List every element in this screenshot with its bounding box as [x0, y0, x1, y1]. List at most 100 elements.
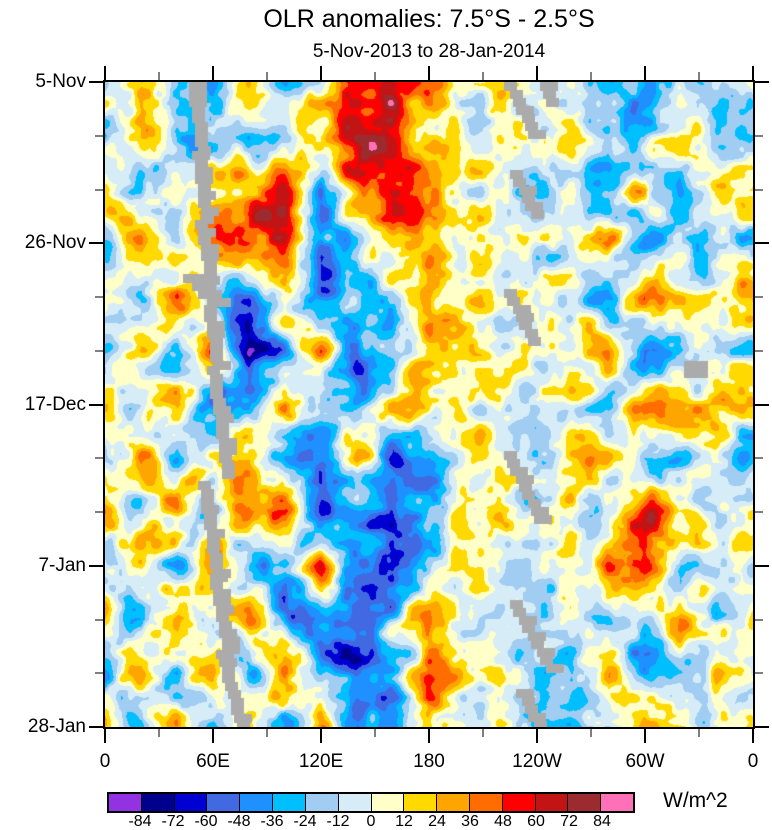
y-minor-tick-right	[755, 511, 763, 513]
y-major-tick	[89, 403, 103, 406]
x-tick-label: 60E	[196, 751, 230, 772]
colorbar-segment	[600, 794, 633, 811]
y-major-tick	[89, 726, 103, 728]
colorbar-tick-label: -36	[260, 813, 284, 830]
x-minor-tick	[698, 729, 700, 737]
x-major-tick-top	[104, 66, 106, 80]
colorbar-segment	[206, 794, 240, 811]
colorbar-tick-label: -24	[293, 813, 317, 830]
x-major-tick	[212, 729, 214, 743]
y-minor-tick	[95, 672, 103, 675]
colorbar-tick-label: -84	[128, 813, 152, 830]
y-minor-tick-right	[755, 349, 763, 352]
y-minor-tick-right	[755, 457, 763, 460]
x-major-tick	[320, 729, 322, 743]
x-minor-tick-top	[374, 72, 376, 80]
colorbar-segment	[501, 794, 535, 811]
x-minor-tick	[374, 729, 376, 737]
y-tick-label: 26-Nov	[24, 232, 86, 254]
y-minor-tick	[95, 188, 103, 191]
y-minor-tick	[95, 457, 103, 460]
y-major-tick-right	[755, 81, 769, 83]
x-tick-label: 0	[99, 751, 111, 772]
chart-title: OLR anomalies: 7.5°S - 2.5°S	[263, 5, 595, 33]
colorbar-segment	[304, 794, 338, 811]
colorbar-tick-label: -48	[227, 813, 251, 830]
colorbar-segment	[468, 794, 502, 811]
x-major-tick-top	[320, 66, 322, 80]
x-major-tick-top	[536, 66, 538, 80]
x-tick-label: 120W	[512, 751, 562, 772]
y-minor-tick	[95, 511, 103, 513]
y-tick-label: 5-Nov	[35, 71, 86, 92]
x-minor-tick-top	[266, 72, 268, 80]
y-tick-label: 28-Jan	[27, 716, 86, 737]
x-major-tick	[536, 729, 538, 743]
x-major-tick-top	[428, 66, 430, 80]
colorbar-segment	[109, 794, 141, 811]
colorbar-segment	[272, 794, 305, 811]
y-major-tick	[89, 81, 103, 83]
colorbar-tick-label: 60	[527, 813, 545, 830]
colorbar-tick-label: 48	[494, 813, 512, 830]
y-major-tick	[89, 242, 103, 245]
colorbar-tick-label: 0	[366, 813, 376, 830]
y-major-tick-right	[755, 403, 769, 406]
x-tick-label: 60W	[625, 751, 665, 772]
colorbar	[107, 792, 635, 813]
colorbar-segment	[436, 794, 469, 811]
colorbar-segment	[567, 794, 601, 811]
y-major-tick-right	[755, 564, 769, 567]
x-major-tick	[752, 729, 754, 743]
y-minor-tick-right	[755, 672, 763, 675]
colorbar-segment	[403, 794, 437, 811]
colorbar-tick-label: -60	[194, 813, 218, 830]
x-minor-tick	[482, 729, 484, 737]
y-major-tick	[89, 564, 103, 567]
y-minor-tick-right	[755, 296, 763, 298]
colorbar-units-label: W/m^2	[663, 789, 728, 812]
y-minor-tick-right	[755, 188, 763, 191]
chart-subtitle: 5-Nov-2013 to 28-Jan-2014	[312, 41, 546, 62]
y-minor-tick-right	[755, 134, 763, 137]
colorbar-tick-label: 36	[461, 813, 479, 830]
y-tick-label: 17-Dec	[24, 393, 86, 415]
colorbar-tick-label: -72	[161, 813, 185, 830]
y-minor-tick	[95, 296, 103, 298]
colorbar-segment	[534, 794, 568, 811]
y-minor-tick-right	[755, 618, 763, 621]
colorbar-segment	[337, 794, 371, 811]
x-minor-tick-top	[698, 72, 700, 80]
y-minor-tick	[95, 618, 103, 621]
heatmap-canvas	[105, 82, 753, 727]
x-minor-tick-top	[590, 72, 592, 80]
x-tick-label: 120E	[298, 751, 344, 772]
x-major-tick-top	[644, 66, 646, 80]
colorbar-segment	[239, 794, 273, 811]
colorbar-tick-label: -12	[326, 813, 350, 830]
x-minor-tick-top	[482, 72, 484, 80]
x-major-tick-top	[752, 66, 754, 80]
colorbar-tick-label: 72	[560, 813, 578, 830]
x-tick-label: 0	[747, 751, 759, 772]
x-tick-label: 180	[413, 751, 445, 772]
colorbar-tick-label: 24	[428, 813, 446, 830]
y-minor-tick	[95, 349, 103, 352]
y-tick-label: 7-Jan	[38, 554, 86, 576]
x-major-tick-top	[212, 66, 214, 80]
x-minor-tick	[266, 729, 268, 737]
y-major-tick-right	[755, 726, 769, 728]
colorbar-tick-label: 84	[593, 813, 611, 830]
x-minor-tick-top	[158, 72, 160, 80]
x-major-tick	[104, 729, 106, 743]
x-major-tick	[428, 729, 430, 743]
colorbar-segment	[140, 794, 174, 811]
x-major-tick	[644, 729, 646, 743]
x-minor-tick	[590, 729, 592, 737]
colorbar-tick-label: 12	[395, 813, 413, 830]
y-major-tick-right	[755, 242, 769, 245]
x-minor-tick	[158, 729, 160, 737]
colorbar-segment	[370, 794, 404, 811]
colorbar-segment	[173, 794, 207, 811]
